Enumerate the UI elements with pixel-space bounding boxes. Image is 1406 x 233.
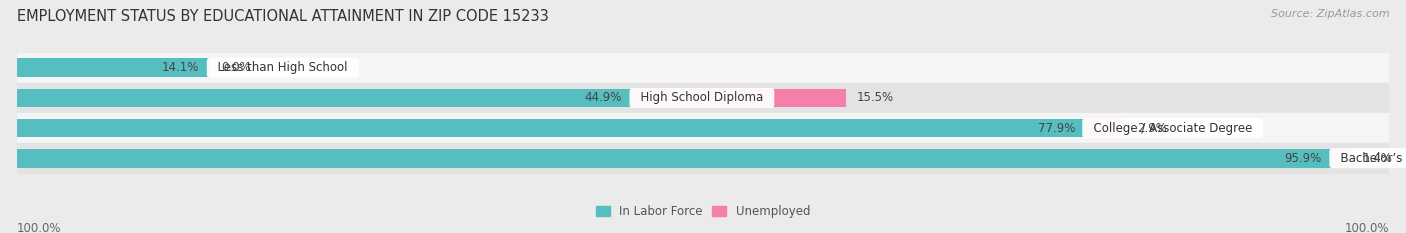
Text: 15.5%: 15.5%	[856, 91, 894, 104]
Bar	[17, 83, 1389, 113]
Text: Bachelor’s Degree or higher: Bachelor’s Degree or higher	[1333, 152, 1406, 165]
Text: 44.9%: 44.9%	[585, 91, 621, 104]
Text: 2.9%: 2.9%	[1136, 122, 1167, 135]
Text: Source: ZipAtlas.com: Source: ZipAtlas.com	[1271, 9, 1389, 19]
Bar	[17, 143, 1389, 173]
Text: 14.1%: 14.1%	[162, 61, 200, 74]
Bar	[1333, 149, 1353, 168]
Bar	[1085, 119, 1126, 137]
Text: 95.9%: 95.9%	[1285, 152, 1322, 165]
Text: 100.0%: 100.0%	[17, 222, 62, 233]
Bar	[17, 58, 211, 77]
Legend: In Labor Force, Unemployed: In Labor Force, Unemployed	[591, 201, 815, 223]
Text: 0.0%: 0.0%	[221, 61, 250, 74]
Bar	[17, 149, 1333, 168]
Bar	[17, 119, 1085, 137]
Text: Less than High School: Less than High School	[211, 61, 356, 74]
Text: EMPLOYMENT STATUS BY EDUCATIONAL ATTAINMENT IN ZIP CODE 15233: EMPLOYMENT STATUS BY EDUCATIONAL ATTAINM…	[17, 9, 548, 24]
Bar	[17, 89, 633, 107]
Text: 1.4%: 1.4%	[1362, 152, 1393, 165]
Bar	[633, 89, 846, 107]
Bar	[17, 53, 1389, 83]
Text: 77.9%: 77.9%	[1038, 122, 1074, 135]
Text: 100.0%: 100.0%	[1344, 222, 1389, 233]
Text: High School Diploma: High School Diploma	[633, 91, 770, 104]
Text: College / Associate Degree: College / Associate Degree	[1085, 122, 1260, 135]
Bar	[17, 113, 1389, 143]
